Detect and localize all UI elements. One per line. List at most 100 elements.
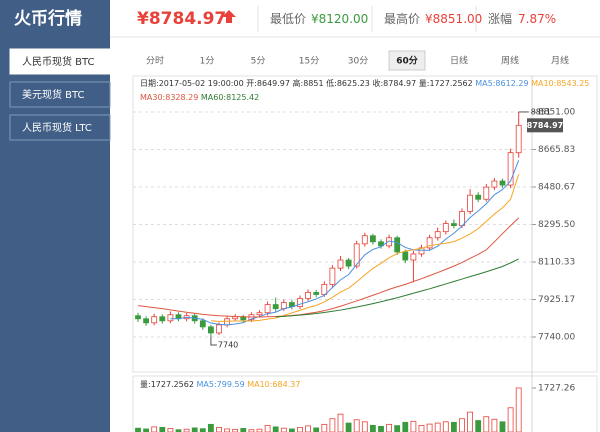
candle-body [135,315,141,320]
tab[interactable]: 1分 [200,56,215,67]
ma-line [137,217,520,318]
tab-selected[interactable] [388,50,426,71]
candle-body [426,237,433,249]
volume-bar [467,411,474,432]
candle-body [345,259,352,267]
ma-line [170,160,520,326]
info-line: MA30:8328.29 MA60:8125.42 [140,93,259,102]
volume-info: 量:1727.2562 MA5:799.59 MA10:684.37 [140,380,300,389]
volume-bar [410,420,417,432]
y-tick-label: 8480.67 [538,182,575,192]
candle-body [224,318,231,326]
candle-body [361,235,368,245]
volume-bar [491,418,498,432]
y-tick-label: 8295.50 [538,220,575,230]
candle-body [329,267,336,285]
volume-bar [313,427,320,432]
tab[interactable]: 30分 [348,56,368,67]
candle-body [410,253,417,261]
stat-label: 涨幅 [488,11,512,26]
tab[interactable]: 周线 [501,55,519,67]
candle-body [297,298,303,308]
volume-bar [199,428,206,432]
info-vol-ma5: MA5:799.59 [197,380,248,389]
volume-bar [151,426,158,432]
sidebar-item-label[interactable]: 人民币现货 LTC [22,121,92,134]
volume-bar [272,426,279,432]
candle-body [491,180,498,188]
candle-body [305,292,312,299]
volume-bar [442,421,449,432]
candle-body [483,186,490,200]
volume-bar [378,425,384,432]
volume-bar [418,424,425,432]
info-text: 日期:2017-05-02 19:00:00 开:8649.97 高:8851 … [140,78,475,88]
price: ¥8784.97 [137,9,226,29]
stat-value: 7.87% [518,12,556,26]
volume-bar [329,418,336,432]
info-ma60: MA60:8125.42 [201,93,259,102]
y-tick-label: 8665.83 [538,145,575,155]
volume-bar [361,421,368,432]
volume-bar [207,423,214,432]
volume-bar [337,413,344,432]
candle-body [272,304,279,310]
candle-body [159,316,166,322]
info-ma10: MA10:8543.25 [531,79,589,88]
candle-body [256,312,263,316]
volume-bar [515,387,522,432]
stat-label: 最低价 [270,12,306,26]
last-price: 8784.97 [527,121,563,130]
volume-bar [394,425,401,432]
up-arrow [222,10,236,23]
volume-bar [483,416,490,432]
candle-body [499,180,506,186]
volume-bar [191,427,198,432]
sidebar-item[interactable] [9,81,111,108]
sidebar-item[interactable] [9,114,111,141]
stat: 涨幅 7.87% [488,11,556,26]
candle-body [143,318,150,324]
volume-tick-label: 1727.26 [538,383,575,393]
volume-bar [240,428,247,432]
volume-bar [280,427,287,432]
tab[interactable]: 日线 [450,55,468,67]
volume-bar [345,422,352,432]
candle-body [199,320,206,328]
stat: 最高价 ¥8851.00 [384,11,482,26]
candle-body [378,241,384,247]
candle-body [321,283,328,295]
candle-body [475,194,482,200]
volume-bar [499,421,506,432]
tab[interactable]: 分时 [146,55,164,67]
candle-body [216,324,222,334]
volume-bar [159,427,166,432]
tab[interactable]: 5分 [251,56,266,67]
tab[interactable]: 月线 [551,55,569,67]
sidebar-item[interactable] [9,48,111,75]
volume-bar [353,419,360,432]
volume-bar [369,424,376,432]
stat-label: 最高价 [384,11,420,26]
candle-body [467,194,474,212]
candle-body [515,124,522,154]
sidebar-item-label[interactable]: 美元现货 BTC [22,88,85,101]
last-price-box [527,118,563,133]
volume-bar [475,420,482,432]
candle-body [264,304,271,314]
volume-bar [426,423,433,432]
sidebar-item-label[interactable]: 人民币现货 BTC [22,55,95,68]
annotation-line [210,337,217,346]
candle-body [151,316,158,324]
volume-bar [434,422,441,432]
volume-bar [450,421,457,432]
high-annotation: 8851 [531,107,551,116]
candle-body [394,237,401,253]
tab[interactable]: 60分 [396,55,418,67]
volume-bar [167,428,174,432]
volume-bar [305,425,312,432]
app-title: 火币行情 [14,8,82,29]
volume-bar [321,423,328,432]
y-tick-label: 8110.33 [538,257,575,267]
tab[interactable]: 15分 [299,56,319,67]
